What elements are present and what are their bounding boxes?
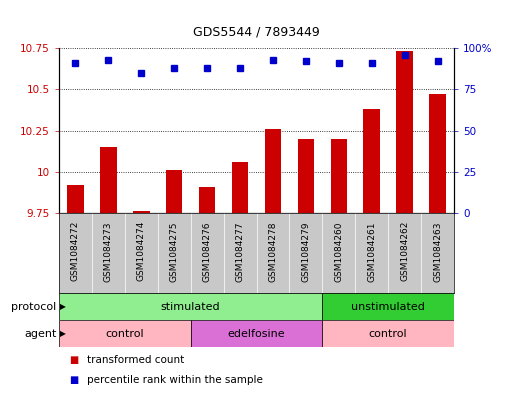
Text: GSM1084272: GSM1084272 [71, 221, 80, 281]
Bar [191, 320, 322, 347]
Bar [364, 109, 380, 213]
Text: GSM1084260: GSM1084260 [334, 221, 343, 281]
Bar [265, 129, 281, 213]
Bar [59, 293, 322, 320]
Text: GSM1084262: GSM1084262 [400, 221, 409, 281]
Bar [100, 147, 116, 213]
Bar [232, 162, 248, 213]
Bar [322, 320, 454, 347]
Text: GSM1084263: GSM1084263 [433, 221, 442, 281]
Text: unstimulated: unstimulated [351, 301, 425, 312]
Text: percentile rank within the sample: percentile rank within the sample [87, 375, 263, 385]
Text: GSM1084278: GSM1084278 [268, 221, 278, 281]
Text: protocol: protocol [11, 301, 56, 312]
Text: GDS5544 / 7893449: GDS5544 / 7893449 [193, 25, 320, 38]
Text: GSM1084274: GSM1084274 [137, 221, 146, 281]
Text: agent: agent [24, 329, 56, 339]
Text: GSM1084277: GSM1084277 [235, 221, 245, 281]
Text: GSM1084261: GSM1084261 [367, 221, 376, 281]
Bar [59, 320, 191, 347]
Text: GSM1084275: GSM1084275 [170, 221, 179, 281]
Text: control: control [369, 329, 407, 339]
Text: ■: ■ [69, 355, 78, 365]
Bar [298, 139, 314, 213]
Text: ▶: ▶ [60, 302, 66, 311]
Text: ▶: ▶ [60, 329, 66, 338]
Bar [429, 94, 446, 213]
Bar [166, 170, 183, 213]
Text: GSM1084276: GSM1084276 [203, 221, 212, 281]
Bar [67, 185, 84, 213]
Bar [397, 51, 413, 213]
Text: control: control [106, 329, 144, 339]
Text: GSM1084273: GSM1084273 [104, 221, 113, 281]
Text: transformed count: transformed count [87, 355, 185, 365]
Text: stimulated: stimulated [161, 301, 221, 312]
Bar [199, 187, 215, 213]
Bar [133, 211, 149, 213]
Bar [330, 139, 347, 213]
Text: edelfosine: edelfosine [228, 329, 285, 339]
Text: ■: ■ [69, 375, 78, 385]
Bar [322, 293, 454, 320]
Text: GSM1084279: GSM1084279 [301, 221, 310, 281]
